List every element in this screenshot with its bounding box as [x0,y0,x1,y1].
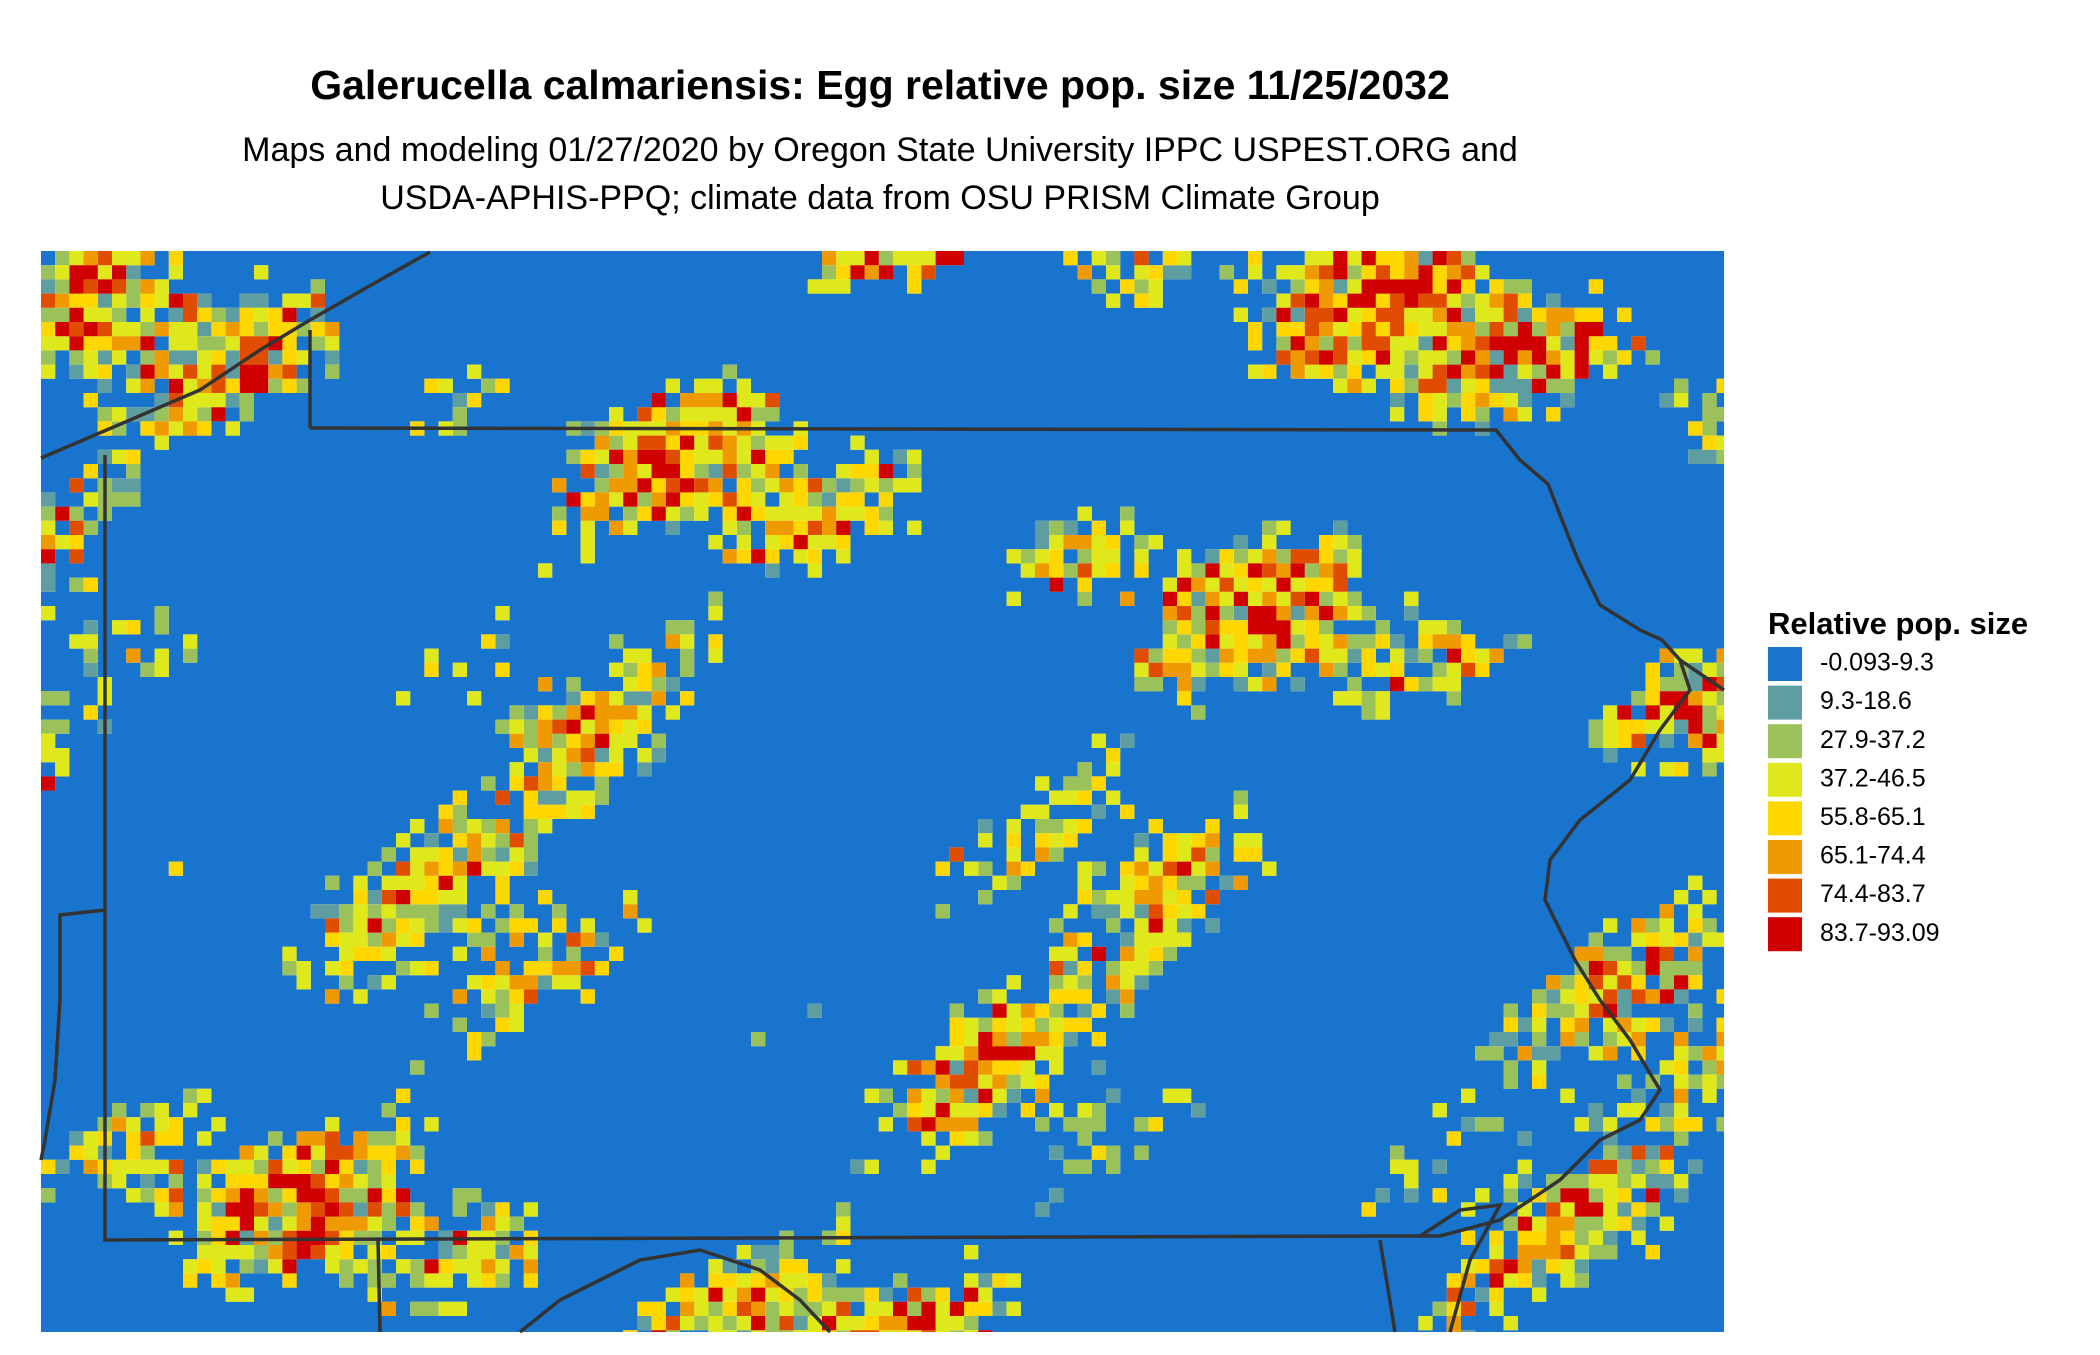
boundaries [39,250,1725,1334]
legend-swatch [1768,878,1802,913]
state-border [376,1239,382,1333]
state-border [1679,658,1725,692]
state-border [103,426,1692,1242]
legend-swatch [1768,762,1802,797]
legend-title: Relative pop. size [1768,606,2028,641]
legend-swatch [1768,840,1802,874]
raster-cells [41,251,1724,1332]
legend-swatch [1768,647,1802,681]
legend-label: 9.3-18.6 [1820,687,1912,715]
raster-cells [41,251,1717,1332]
legend-swatch [1768,801,1802,836]
legend-swatch [1768,917,1802,952]
map-title: Galerucella calmariensis: Egg relative p… [310,62,1450,108]
legend-label: 27.9-37.2 [1820,726,1926,754]
map-subtitle: Maps and modeling 01/27/2020 by Oregon S… [242,131,1518,169]
state-border [39,908,106,1161]
legend-swatch [1768,685,1802,720]
state-border [1419,1202,1504,1333]
raster [41,251,1724,1332]
legend-label: 37.2-46.5 [1820,764,1926,792]
legend-label: 74.4-83.7 [1820,880,1926,908]
legend: -0.093-9.3 9.3-18.6 27.9-37.2 37.2-46.5 55.8… [1768,647,1940,952]
raster-cells [41,251,1724,1332]
state-border [1378,1239,1397,1333]
state-border [518,1248,832,1334]
state-border [40,250,431,460]
legend-label: 65.1-74.4 [1820,842,1926,870]
legend-label: 55.8-65.1 [1820,803,1926,831]
map-subtitle: USDA-APHIS-PPQ; climate data from OSU PR… [380,179,1379,217]
raster-cells [41,251,1724,1332]
legend-label: 83.7-93.09 [1820,919,1940,947]
legend-swatch [1768,724,1802,759]
legend-label: -0.093-9.3 [1820,649,1934,677]
